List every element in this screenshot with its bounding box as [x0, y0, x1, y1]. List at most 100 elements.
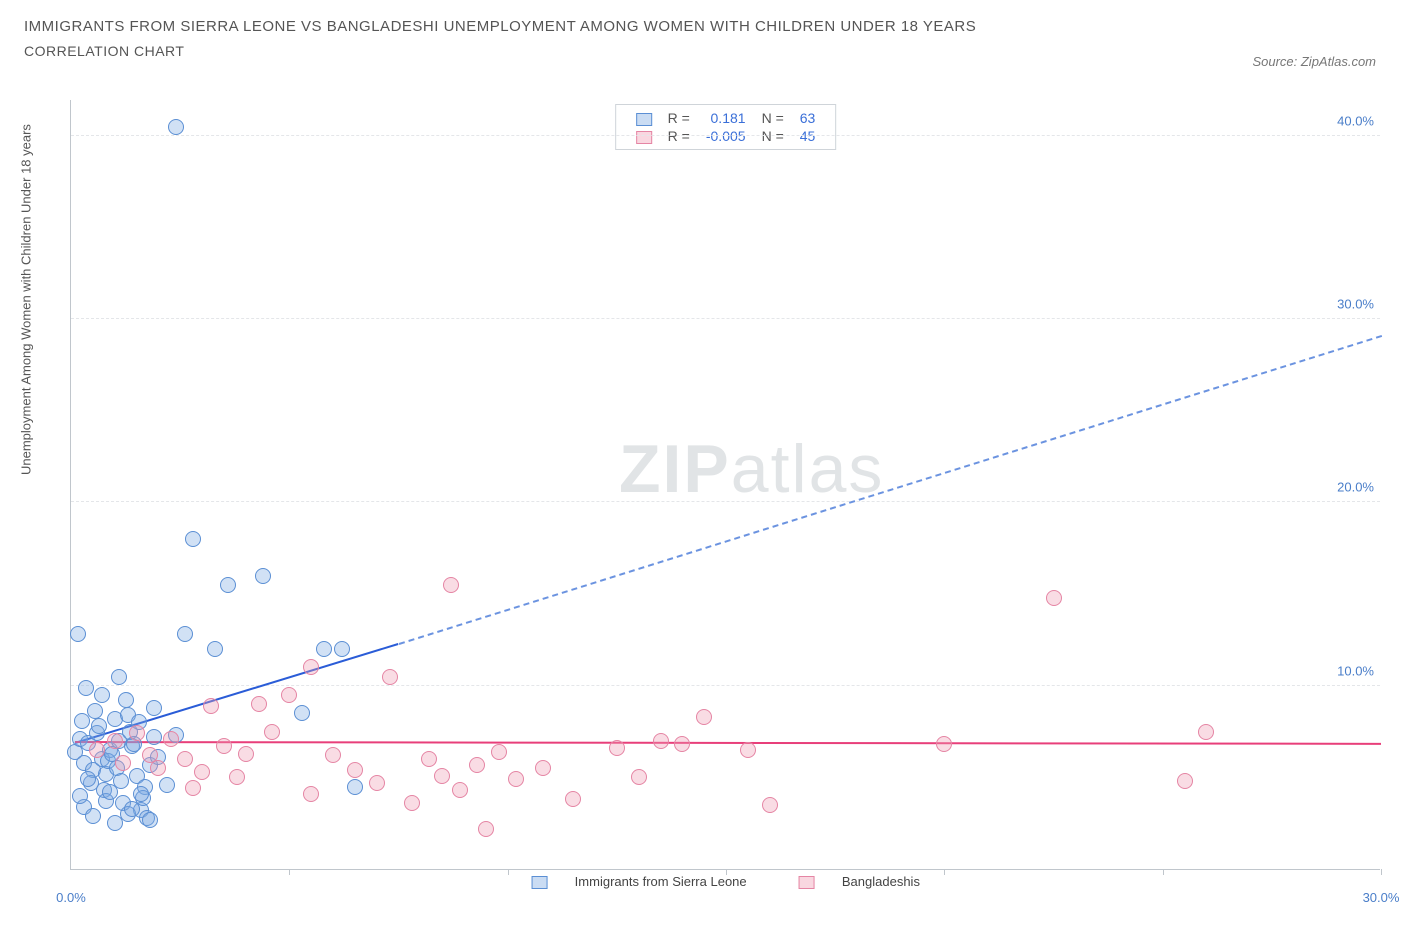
- x-tick-mark: [289, 869, 290, 875]
- data-point: [194, 764, 210, 780]
- legend-bottom: Immigrants from Sierra Leone Bangladeshi…: [507, 874, 944, 889]
- data-point: [251, 696, 267, 712]
- data-point: [146, 729, 162, 745]
- grid-line-y: [71, 501, 1380, 502]
- data-point: [491, 744, 507, 760]
- legend-correlation-box: R = 0.181 N = 63 R = -0.005 N = 45: [615, 104, 837, 150]
- data-point: [163, 731, 179, 747]
- data-point: [80, 771, 96, 787]
- data-point: [421, 751, 437, 767]
- data-point: [142, 812, 158, 828]
- data-point: [177, 751, 193, 767]
- data-point: [316, 641, 332, 657]
- data-point: [674, 736, 690, 752]
- y-tick-label: 20.0%: [1337, 480, 1374, 495]
- data-point: [303, 659, 319, 675]
- data-point: [207, 641, 223, 657]
- data-point: [696, 709, 712, 725]
- legend-swatch-blue: [636, 113, 652, 126]
- data-point: [115, 755, 131, 771]
- data-point: [203, 698, 219, 714]
- data-point: [220, 577, 236, 593]
- legend-bottom-swatch-pink: [798, 876, 814, 889]
- legend-r-label-2: R =: [660, 127, 698, 145]
- x-tick-label: 30.0%: [1363, 890, 1400, 905]
- legend-row-series2: R = -0.005 N = 45: [628, 127, 824, 145]
- data-point: [133, 786, 149, 802]
- data-point: [936, 736, 952, 752]
- data-point: [78, 680, 94, 696]
- y-tick-label: 10.0%: [1337, 663, 1374, 678]
- data-point: [70, 626, 86, 642]
- legend-bottom-item-1: Immigrants from Sierra Leone: [519, 874, 762, 889]
- data-point: [631, 769, 647, 785]
- data-point: [1177, 773, 1193, 789]
- data-point: [255, 568, 271, 584]
- legend-bottom-label-1: Immigrants from Sierra Leone: [575, 874, 747, 889]
- x-tick-label: 0.0%: [56, 890, 86, 905]
- chart-title-line1: IMMIGRANTS FROM SIERRA LEONE VS BANGLADE…: [10, 10, 1396, 39]
- data-point: [111, 669, 127, 685]
- legend-bottom-swatch-blue: [531, 876, 547, 889]
- watermark-bold: ZIP: [619, 431, 731, 507]
- data-point: [508, 771, 524, 787]
- data-point: [443, 577, 459, 593]
- x-tick-mark: [1163, 869, 1164, 875]
- data-point: [565, 791, 581, 807]
- data-point: [85, 808, 101, 824]
- data-point: [382, 669, 398, 685]
- legend-r-label-1: R =: [660, 109, 698, 127]
- legend-n-label-2: N =: [754, 127, 792, 145]
- x-tick-mark: [726, 869, 727, 875]
- x-tick-mark: [508, 869, 509, 875]
- legend-row-series1: R = 0.181 N = 63: [628, 109, 824, 127]
- watermark-rest: atlas: [731, 431, 885, 507]
- legend-r-value-1: 0.181: [698, 109, 754, 127]
- data-point: [238, 746, 254, 762]
- data-point: [1198, 724, 1214, 740]
- data-point: [369, 775, 385, 791]
- legend-n-value-2: 45: [792, 127, 824, 145]
- data-point: [303, 786, 319, 802]
- x-tick-mark: [944, 869, 945, 875]
- plot-area: ZIPatlas R = 0.181 N = 63 R = -0.005 N =…: [70, 100, 1380, 870]
- data-point: [216, 738, 232, 754]
- trend-line: [75, 741, 1381, 745]
- data-point: [325, 747, 341, 763]
- data-point: [334, 641, 350, 657]
- data-point: [118, 692, 134, 708]
- data-point: [159, 777, 175, 793]
- y-tick-label: 40.0%: [1337, 113, 1374, 128]
- data-point: [452, 782, 468, 798]
- data-point: [762, 797, 778, 813]
- legend-bottom-item-2: Bangladeshis: [786, 874, 932, 889]
- grid-line-y: [71, 135, 1380, 136]
- data-point: [185, 780, 201, 796]
- data-point: [294, 705, 310, 721]
- data-point: [94, 687, 110, 703]
- data-point: [87, 703, 103, 719]
- chart-title-line2: CORRELATION CHART: [10, 39, 1396, 67]
- legend-n-value-1: 63: [792, 109, 824, 127]
- data-point: [89, 742, 105, 758]
- source-attribution: Source: ZipAtlas.com: [1252, 54, 1376, 69]
- data-point: [740, 742, 756, 758]
- trend-line: [398, 335, 1381, 645]
- data-point: [177, 626, 193, 642]
- data-point: [72, 788, 88, 804]
- legend-r-value-2: -0.005: [698, 127, 754, 145]
- data-point: [129, 725, 145, 741]
- data-point: [478, 821, 494, 837]
- data-point: [347, 779, 363, 795]
- legend-bottom-label-2: Bangladeshis: [842, 874, 920, 889]
- data-point: [469, 757, 485, 773]
- data-point: [1046, 590, 1062, 606]
- data-point: [434, 768, 450, 784]
- grid-line-y: [71, 318, 1380, 319]
- data-point: [124, 801, 140, 817]
- data-point: [168, 119, 184, 135]
- data-point: [609, 740, 625, 756]
- data-point: [150, 760, 166, 776]
- data-point: [535, 760, 551, 776]
- data-point: [347, 762, 363, 778]
